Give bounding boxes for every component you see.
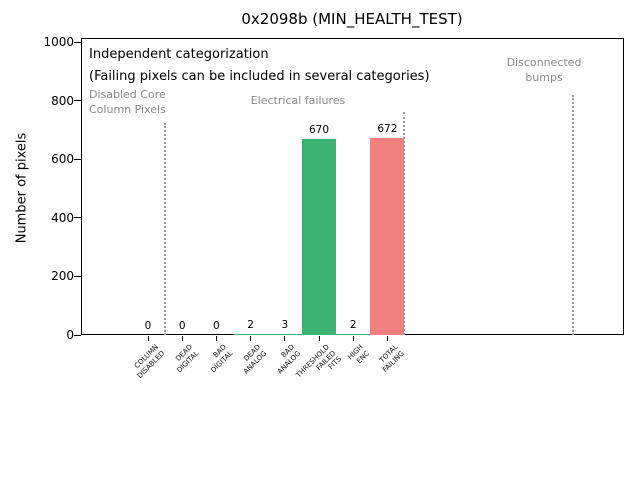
bar-value-label: 2 — [247, 319, 254, 332]
y-tick-mark — [74, 217, 81, 219]
x-tick-label: DEAD DIGITAL — [174, 343, 200, 375]
section-separator-line — [164, 123, 166, 335]
bar-value-label: 2 — [349, 319, 357, 332]
x-tick-label: HIGH ENC — [346, 343, 371, 365]
bar-threshold-failed-fits — [301, 138, 337, 335]
bar-total-failing — [370, 138, 405, 335]
y-tick-mark — [74, 275, 81, 277]
bar-high-enc — [336, 334, 371, 336]
annotation-failing-pixels-note: (Failing pixels can be included in sever… — [89, 69, 430, 84]
y-tick-label: 1000 — [43, 35, 74, 49]
chart-title: 0x2098b (MIN_HEALTH_TEST) — [241, 10, 463, 28]
section-label-electrical-failures: Electrical failures — [250, 94, 346, 107]
y-tick-label: 600 — [51, 152, 74, 167]
annotation-independent-categorization: Independent categorization — [89, 47, 269, 62]
y-tick-mark — [74, 41, 81, 43]
bar-value-label: 0 — [213, 320, 220, 332]
y-tick-mark — [74, 100, 81, 102]
bar-value-label: 3 — [281, 319, 289, 332]
y-tick-mark — [74, 334, 81, 336]
bar-value-label: 670 — [308, 123, 330, 136]
y-tick-label: 200 — [51, 269, 74, 284]
x-tick-mark — [352, 336, 354, 341]
x-tick-label: DEAD ANALOG — [241, 343, 269, 376]
y-tick-mark — [74, 158, 81, 160]
x-tick-mark — [250, 336, 252, 341]
x-tick-label: BAD DIGITAL — [209, 343, 235, 375]
plot-area — [81, 38, 624, 335]
y-axis-label: Number of pixels — [14, 132, 30, 244]
section-label-disabled-core-column-pixels: Disabled Core Column Pixels — [89, 88, 166, 116]
x-tick-label: TOTAL FAILING — [377, 343, 406, 374]
bar-bad-analog — [267, 334, 302, 336]
x-tick-mark — [284, 336, 286, 341]
bar-value-label: 0 — [144, 320, 152, 332]
x-tick-label: THRESHOLD FAILED FITS — [294, 343, 343, 380]
y-tick-label: 400 — [51, 210, 74, 225]
section-label-disconnected-bumps: Disconnected bumps — [506, 56, 582, 84]
bar-value-label: 672 — [377, 123, 398, 136]
x-tick-mark — [181, 336, 183, 341]
section-separator-line — [572, 95, 574, 335]
x-tick-mark — [215, 336, 217, 341]
y-tick-label: 0 — [66, 328, 74, 342]
x-tick-mark — [147, 336, 149, 341]
x-tick-mark — [386, 336, 388, 341]
x-tick-label: COLUMN DISABLED — [132, 343, 166, 380]
x-tick-mark — [318, 336, 320, 341]
y-tick-label: 800 — [51, 93, 74, 108]
bar-dead-analog — [233, 334, 268, 336]
bar-value-label: 0 — [178, 320, 186, 332]
section-separator-line — [403, 112, 405, 335]
